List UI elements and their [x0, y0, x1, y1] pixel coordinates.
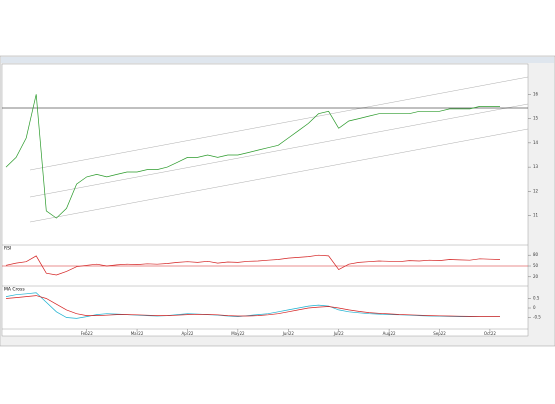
x-tick-label: May22: [231, 331, 245, 336]
x-tick-label: Sep22: [433, 331, 446, 336]
x-tick-label: Oct22: [484, 331, 496, 336]
y-tick-label: 12: [533, 188, 539, 193]
x-tick-label: Aug22: [383, 331, 396, 336]
y-tick-label: 11: [533, 213, 539, 218]
plot-area: [1, 63, 529, 337]
y-tick-label: 20: [533, 274, 539, 279]
series-line: [5, 295, 500, 317]
y-tick-label: 50: [533, 263, 539, 268]
data-line: [5, 94, 500, 219]
data-line: [5, 254, 501, 276]
y-tick-label: -0.5: [533, 315, 541, 320]
channel-line: [29, 128, 529, 223]
y-tick-label: 0: [533, 305, 536, 310]
x-tick-label: Feb22: [81, 331, 94, 336]
y-tick-label: 13: [533, 164, 539, 169]
series-line: [5, 292, 500, 319]
channel-line: [29, 76, 529, 171]
panel-title: RSI: [4, 246, 11, 252]
x-tick-label: Jun22: [282, 331, 295, 336]
x-tick-label: Apr22: [181, 331, 193, 336]
y-tick-label: 0.5: [533, 296, 540, 301]
panel-title: MA Cross: [4, 287, 25, 293]
y-tick-label: 80: [533, 252, 539, 257]
y-tick-label: 16: [533, 91, 539, 96]
toolbar[interactable]: [1, 57, 554, 63]
x-tick-label: Mar22: [131, 331, 144, 336]
channel-line: [29, 103, 529, 198]
y-tick-label: 15: [533, 116, 539, 121]
x-tick-label: Jul22: [333, 331, 344, 336]
y-tick-label: 14: [533, 140, 539, 145]
